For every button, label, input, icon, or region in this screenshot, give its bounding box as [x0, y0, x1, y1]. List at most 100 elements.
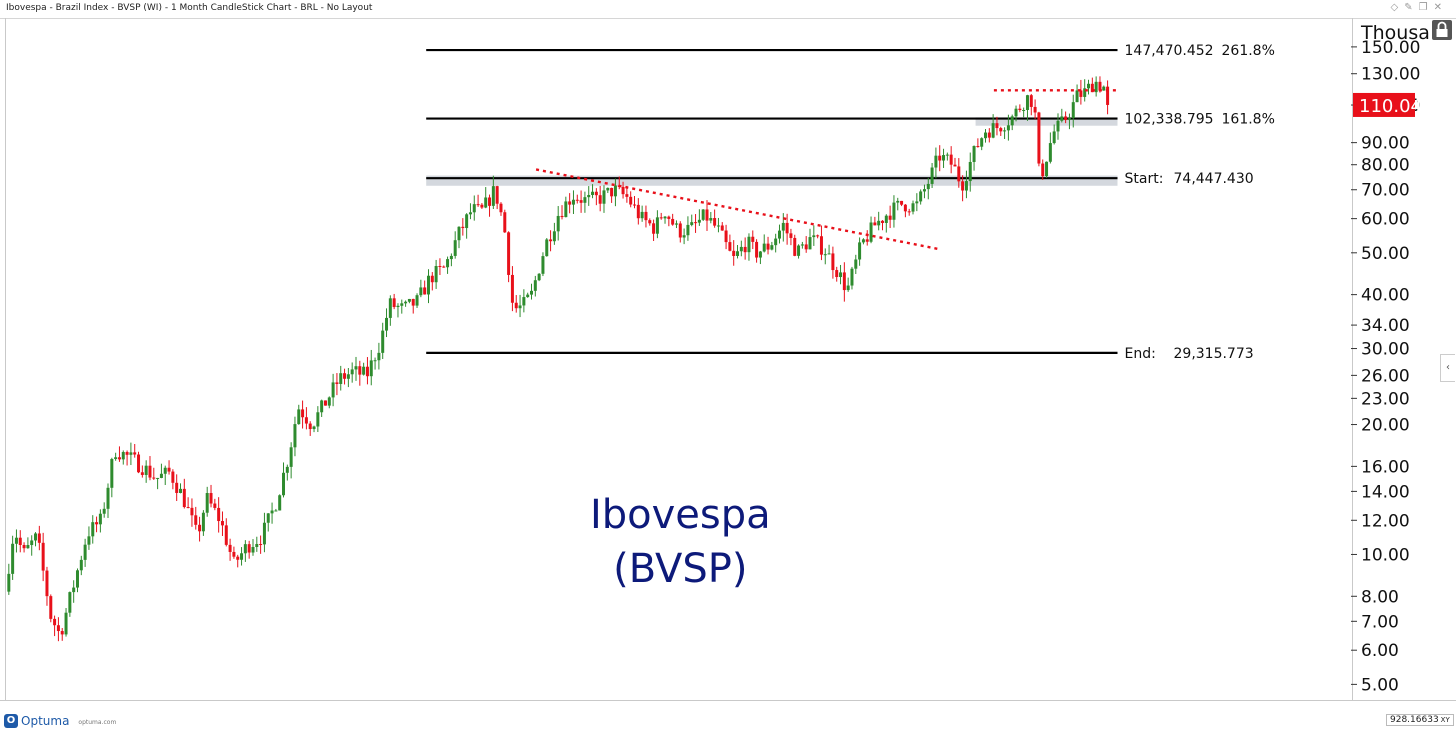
- candle-up: [396, 305, 400, 308]
- candle-up: [156, 477, 160, 479]
- candle-down: [720, 225, 724, 231]
- price-tick-label: 150.00: [1361, 38, 1420, 58]
- candle-down: [259, 544, 263, 546]
- candle-down: [488, 197, 492, 206]
- candle-down: [568, 201, 572, 205]
- candle-down: [667, 216, 671, 219]
- candle-up: [697, 219, 701, 223]
- candle-up: [87, 536, 91, 545]
- candle-up: [293, 424, 297, 448]
- candle-down: [323, 400, 327, 406]
- candle-up: [537, 273, 541, 281]
- candle-up: [11, 543, 15, 574]
- candle-down: [358, 366, 362, 375]
- trend-lines: [535, 89, 1118, 251]
- price-tick-label: 7.00: [1361, 612, 1399, 632]
- candle-up: [1075, 90, 1079, 103]
- candle-up: [491, 186, 495, 206]
- candle-down: [392, 298, 396, 308]
- candle-down: [961, 181, 965, 191]
- candle-down: [499, 203, 503, 213]
- candle-up: [854, 259, 858, 269]
- candle-up: [839, 272, 843, 278]
- candle-down: [900, 200, 904, 205]
- candle-up: [1022, 110, 1026, 112]
- candle-down: [442, 266, 446, 268]
- fib-level-price: 147,470.452: [1125, 43, 1214, 59]
- candle-down: [659, 217, 663, 219]
- candle-up: [312, 426, 316, 430]
- candle-down: [365, 366, 369, 377]
- candle-up: [129, 452, 133, 455]
- window-controls: ◇✎❐✕: [1391, 2, 1448, 13]
- candle-down: [411, 298, 415, 306]
- candle-down: [594, 191, 598, 196]
- window-title: Ibovespa - Brazil Index - BVSP (WI) - 1 …: [6, 3, 373, 13]
- candle-up: [850, 268, 854, 286]
- candle-up: [1048, 143, 1052, 162]
- candle-up: [404, 301, 408, 304]
- candle-down: [629, 196, 633, 205]
- candle-up: [354, 366, 358, 370]
- candle-up: [1010, 116, 1014, 126]
- candle-down: [194, 515, 198, 525]
- candle-down: [938, 155, 942, 161]
- candle-down: [575, 199, 579, 201]
- candle-up: [377, 352, 381, 361]
- diamond-icon[interactable]: ◇: [1390, 2, 1405, 13]
- price-tick-label: 70.00: [1361, 181, 1410, 201]
- candle-up: [419, 287, 423, 296]
- candle-up: [121, 452, 125, 460]
- candle-up: [529, 290, 533, 295]
- candle-up: [770, 245, 774, 250]
- candle-down: [728, 242, 732, 251]
- candle-down: [507, 232, 511, 275]
- candle-up: [640, 211, 644, 219]
- candle-up: [407, 298, 411, 302]
- candle-down: [53, 618, 57, 626]
- candle-down: [694, 222, 698, 224]
- candle-up: [896, 200, 900, 203]
- candle-up: [297, 409, 301, 425]
- restore-icon[interactable]: ❐: [1418, 2, 1434, 13]
- price-tick-label: 5.00: [1361, 675, 1399, 695]
- candle-down: [819, 236, 823, 255]
- close-icon[interactable]: ✕: [1433, 2, 1448, 13]
- candle-up: [453, 240, 457, 256]
- candle-down: [503, 212, 507, 233]
- candle-down: [213, 503, 217, 508]
- lock-icon[interactable]: [1432, 20, 1452, 40]
- candle-up: [339, 373, 343, 384]
- candle-up: [201, 512, 205, 532]
- candle-up: [266, 513, 270, 523]
- candle-down: [1098, 81, 1102, 91]
- candle-up: [892, 202, 896, 220]
- candle-up: [178, 488, 182, 493]
- chevron-left-icon[interactable]: ‹: [1440, 354, 1455, 382]
- candle-up: [388, 298, 392, 318]
- candle-up: [774, 238, 778, 246]
- candle-up: [758, 251, 762, 258]
- candle-up: [777, 230, 781, 239]
- candle-up: [984, 132, 988, 139]
- candle-up: [522, 297, 526, 306]
- optuma-logo[interactable]: O Optuma optuma.com: [4, 714, 116, 728]
- candle-down: [152, 477, 156, 479]
- candle-up: [472, 204, 476, 213]
- candle-up: [98, 513, 102, 525]
- candle-up: [926, 183, 930, 190]
- candle-down: [549, 239, 553, 242]
- pin-icon[interactable]: ✎: [1404, 2, 1419, 13]
- candle-down: [220, 521, 224, 526]
- candle-down: [514, 302, 518, 309]
- candle-up: [114, 457, 118, 460]
- candle-up: [602, 190, 606, 204]
- candle-up: [545, 239, 549, 257]
- candle-down: [95, 522, 99, 525]
- candle-up: [1067, 118, 1071, 121]
- candle-down: [480, 204, 484, 208]
- candle-up: [1083, 88, 1087, 97]
- readout-xy: XY: [1440, 716, 1450, 724]
- candle-up: [1052, 131, 1056, 144]
